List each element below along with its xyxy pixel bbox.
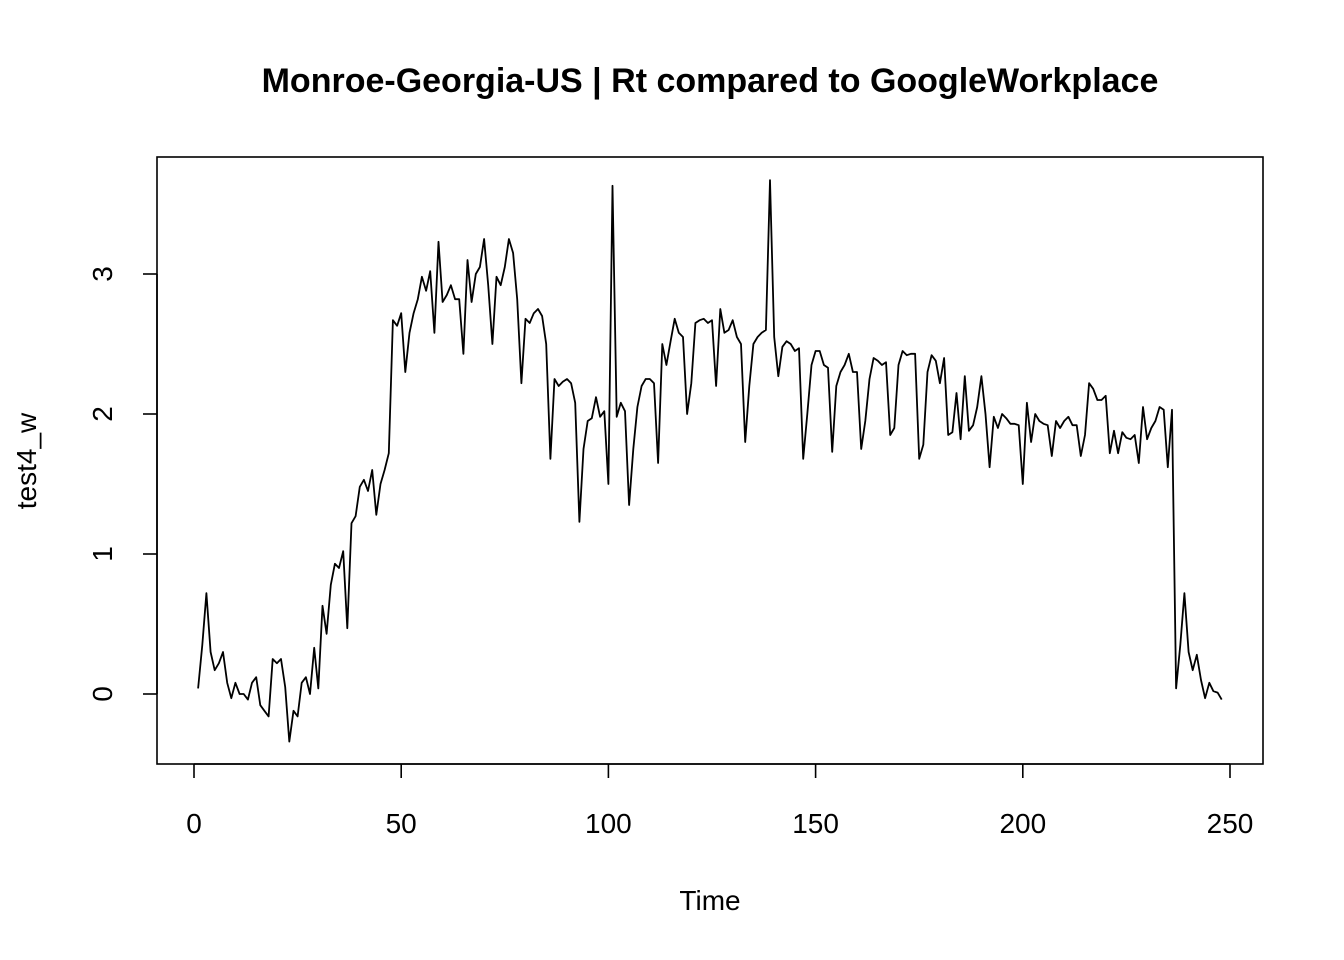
x-axis-label: Time [679,885,740,916]
x-axis: 0 50 100 150 200 250 [186,763,1254,839]
y-axis: 0 1 2 3 [87,266,158,702]
x-tick-label: 250 [1207,808,1254,839]
x-tick-label: 50 [386,808,417,839]
y-tick-label: 1 [87,546,118,562]
y-axis-label: test4_w [11,412,42,509]
plot-frame [156,156,1264,765]
series-group [197,179,1223,743]
y-tick-label: 3 [87,266,118,282]
y-tick-label: 2 [87,406,118,422]
series-line-0 [197,179,1223,743]
x-tick-label: 200 [999,808,1046,839]
x-tick-label: 0 [186,808,202,839]
y-tick-label: 0 [87,686,118,702]
x-tick-label: 100 [585,808,632,839]
chart-title: Monroe-Georgia-US | Rt compared to Googl… [262,62,1159,100]
x-tick-label: 150 [792,808,839,839]
